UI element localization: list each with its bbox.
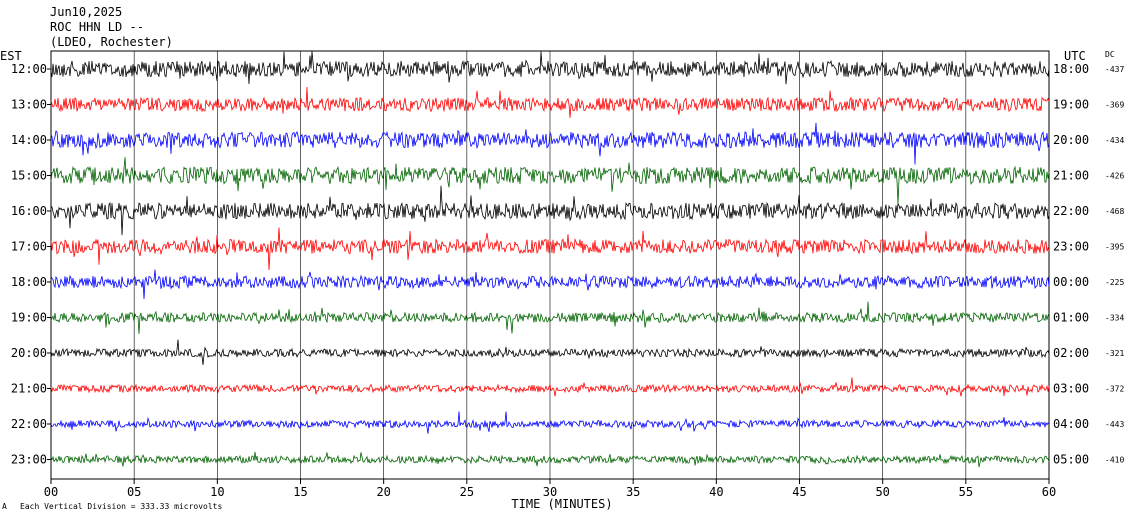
x-tick-label: 55 xyxy=(959,485,973,499)
utc-hour-label: 20:00 xyxy=(1053,133,1089,147)
dc-offset-label: -410 xyxy=(1105,456,1124,465)
dc-offset-label: -443 xyxy=(1105,420,1124,429)
dc-offset-label: -369 xyxy=(1105,101,1124,110)
x-tick-label: 10 xyxy=(210,485,224,499)
dc-column-title: DC xyxy=(1105,50,1115,59)
dc-offset-label: -395 xyxy=(1105,243,1124,252)
utc-hour-label: 02:00 xyxy=(1053,346,1089,360)
utc-axis-title: UTC xyxy=(1064,49,1086,63)
scale-note: Each Vertical Division = 333.33 microvol… xyxy=(20,502,222,511)
utc-hour-label: 21:00 xyxy=(1053,169,1089,183)
est-hour-label: 23:00 xyxy=(11,453,47,467)
utc-hour-label: 19:00 xyxy=(1053,98,1089,112)
x-tick-label: 25 xyxy=(460,485,474,499)
dc-offset-label: -426 xyxy=(1105,172,1124,181)
dc-offset-label: -225 xyxy=(1105,278,1124,287)
traces xyxy=(50,51,1050,468)
scale-mark: A xyxy=(2,502,7,511)
est-hour-label: 19:00 xyxy=(11,311,47,325)
network-label: (LDEO, Rochester) xyxy=(50,35,173,49)
trace-line xyxy=(50,301,1050,334)
dc-offset-label: -372 xyxy=(1105,385,1124,394)
x-tick-label: 40 xyxy=(709,485,723,499)
trace-line xyxy=(50,377,1050,397)
trace-line xyxy=(50,411,1050,434)
trace-line xyxy=(50,339,1050,365)
x-tick-label: 15 xyxy=(293,485,307,499)
x-tick-label: 20 xyxy=(376,485,390,499)
utc-hour-label: 01:00 xyxy=(1053,311,1089,325)
x-tick-label: 60 xyxy=(1042,485,1056,499)
trace-line xyxy=(50,157,1050,204)
dc-offset-label: -437 xyxy=(1105,65,1124,74)
utc-hour-label: 00:00 xyxy=(1053,275,1089,289)
x-tick-label: 05 xyxy=(127,485,141,499)
dc-offset-label: -434 xyxy=(1105,136,1124,145)
trace-line xyxy=(50,185,1050,236)
x-ticks: 00 05 10 15 20 25 30 35 40 45 50 55 60 xyxy=(44,479,1056,499)
trace-line xyxy=(50,269,1050,300)
est-hour-label: 12:00 xyxy=(11,62,47,76)
trace-line xyxy=(50,122,1050,165)
row-labels: 12:00 18:00 -437 13:00 19:00 -369 14:00 20:00 -4… xyxy=(11,62,1125,467)
trace-line xyxy=(50,51,1050,85)
dc-offset-label: -321 xyxy=(1105,349,1124,358)
est-hour-label: 15:00 xyxy=(11,169,47,183)
x-tick-label: 30 xyxy=(543,485,557,499)
trace-line xyxy=(50,451,1050,468)
est-hour-label: 13:00 xyxy=(11,98,47,112)
est-hour-label: 20:00 xyxy=(11,346,47,360)
x-tick-label: 00 xyxy=(44,485,58,499)
x-axis-title: TIME (MINUTES) xyxy=(511,497,612,511)
date-label: Jun10,2025 xyxy=(50,5,122,19)
station-label: ROC HHN LD -- xyxy=(50,20,144,34)
utc-hour-label: 04:00 xyxy=(1053,417,1089,431)
utc-hour-label: 03:00 xyxy=(1053,382,1089,396)
utc-hour-label: 22:00 xyxy=(1053,204,1089,218)
x-tick-label: 35 xyxy=(626,485,640,499)
est-hour-label: 16:00 xyxy=(11,204,47,218)
x-tick-label: 45 xyxy=(792,485,806,499)
est-hour-label: 21:00 xyxy=(11,382,47,396)
est-axis-title: EST xyxy=(0,49,22,63)
utc-hour-label: 05:00 xyxy=(1053,453,1089,467)
trace-line xyxy=(50,227,1050,271)
dc-offset-label: -468 xyxy=(1105,207,1124,216)
est-hour-label: 14:00 xyxy=(11,133,47,147)
dc-offset-label: -334 xyxy=(1105,314,1124,323)
est-hour-label: 22:00 xyxy=(11,417,47,431)
utc-hour-label: 23:00 xyxy=(1053,240,1089,254)
utc-hour-label: 18:00 xyxy=(1053,62,1089,76)
trace-line xyxy=(50,86,1050,118)
est-hour-label: 18:00 xyxy=(11,275,47,289)
time-grid xyxy=(133,51,967,479)
x-tick-label: 50 xyxy=(875,485,889,499)
est-hour-label: 17:00 xyxy=(11,240,47,254)
